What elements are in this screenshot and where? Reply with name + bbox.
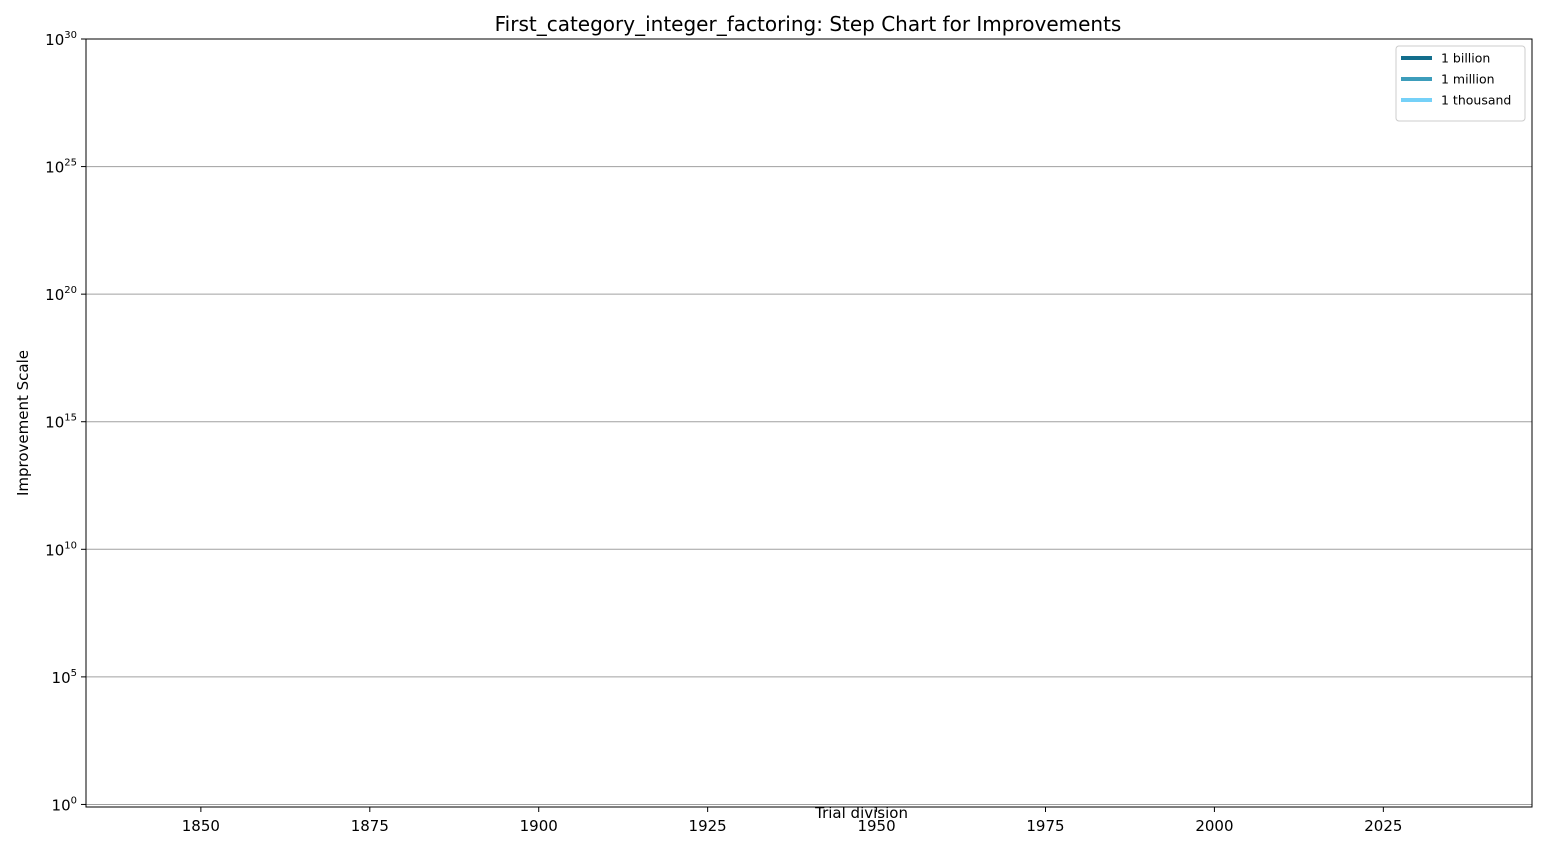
x-tick-label: 1925 <box>689 817 727 835</box>
y-tick-label: 1015 <box>45 413 77 432</box>
y-axis: 100 105 1010 1015 1020 1025 1030 <box>45 30 86 814</box>
x-axis: 1850 1875 1900 1925 1950 1975 2000 2025 <box>182 807 1402 835</box>
x-tick-label: 2025 <box>1364 817 1402 835</box>
legend-label: 1 billion <box>1441 51 1490 66</box>
plot-area <box>85 38 1533 808</box>
y-tick-label: 1010 <box>45 540 77 559</box>
x-tick-label: 1975 <box>1026 817 1064 835</box>
y-tick-label: 100 <box>52 795 77 814</box>
y-tick-label: 1030 <box>45 30 77 49</box>
legend-label: 1 thousand <box>1441 93 1511 108</box>
x-tick-label: 1850 <box>182 817 220 835</box>
y-tick-label: 1025 <box>45 158 77 177</box>
chart-title: First_category_integer_factoring: Step C… <box>495 12 1122 36</box>
x-tick-label: 1875 <box>351 817 389 835</box>
x-tick-label: 2000 <box>1195 817 1233 835</box>
x-tick-label: 1900 <box>520 817 558 835</box>
trial-division-annotation: Trial division <box>814 804 908 822</box>
x-tick-label: 1950 <box>857 817 895 835</box>
y-axis-label: Improvement Scale <box>14 350 32 496</box>
y-gridlines <box>86 166 1532 805</box>
legend: 1 billion 1 million 1 thousand <box>1395 45 1526 122</box>
y-tick-label: 105 <box>52 668 77 687</box>
legend-box <box>1395 45 1526 122</box>
y-tick-label: 1020 <box>45 285 77 304</box>
legend-label: 1 million <box>1441 72 1495 87</box>
